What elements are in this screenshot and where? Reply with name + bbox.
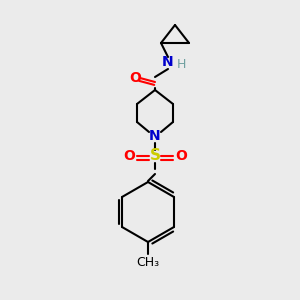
- Text: H: H: [176, 58, 186, 71]
- Text: CH₃: CH₃: [136, 256, 160, 268]
- Text: O: O: [123, 149, 135, 163]
- Text: S: S: [149, 148, 161, 164]
- Text: O: O: [129, 71, 141, 85]
- Text: N: N: [162, 55, 174, 69]
- Text: O: O: [175, 149, 187, 163]
- Text: N: N: [149, 129, 161, 143]
